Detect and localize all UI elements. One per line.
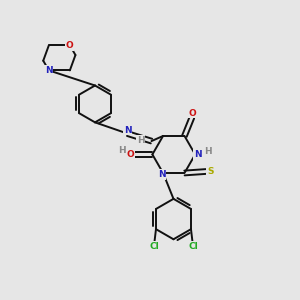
Text: N: N [194, 150, 201, 159]
Text: O: O [189, 109, 196, 118]
Text: S: S [207, 167, 214, 176]
Text: O: O [127, 150, 134, 159]
Text: H: H [137, 136, 144, 145]
Text: H: H [118, 146, 125, 155]
Text: N: N [158, 170, 165, 179]
Text: Cl: Cl [149, 242, 159, 251]
Text: N: N [45, 66, 53, 75]
Text: O: O [66, 41, 74, 50]
Text: N: N [124, 126, 131, 135]
Text: Cl: Cl [188, 242, 198, 251]
Text: H: H [204, 147, 212, 156]
